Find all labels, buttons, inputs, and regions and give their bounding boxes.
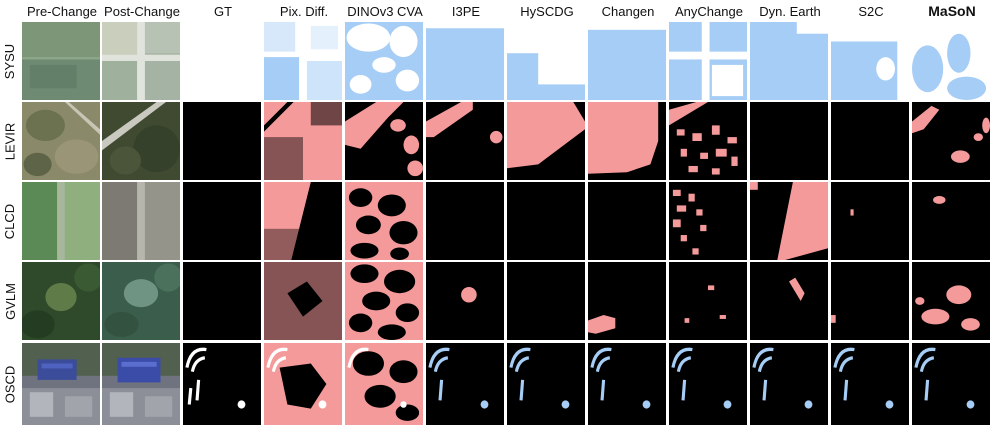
levir-s2c-mask xyxy=(831,102,909,180)
sysu-i3pe-mask xyxy=(426,22,504,100)
header-mason: MaSoN xyxy=(928,3,976,19)
header-dinov3-cva: DINOv3 CVA xyxy=(347,4,423,19)
oscd-anychange-mask xyxy=(669,343,747,425)
header-changen: Changen xyxy=(601,4,655,19)
gvlm-post-change-image xyxy=(102,262,180,340)
clcd-dyn-earth-mask xyxy=(750,182,828,260)
gvlm-changen-mask xyxy=(588,262,666,340)
row-label-clcd: CLCD xyxy=(2,203,18,239)
header-gt: GT xyxy=(213,4,233,19)
oscd-dyn-earth-mask xyxy=(750,343,828,425)
oscd-i3pe-mask xyxy=(426,343,504,425)
gvlm-hyscdg-mask xyxy=(507,262,585,340)
gvlm-i3pe-mask xyxy=(426,262,504,340)
header-anychange: AnyChange xyxy=(675,4,743,19)
header-pix-diff: Pix. Diff. xyxy=(279,4,329,19)
clcd-hyscdg-mask xyxy=(507,182,585,260)
clcd-post-change-image xyxy=(102,182,180,260)
levir-hyscdg-mask xyxy=(507,102,585,180)
oscd-changen-mask xyxy=(588,343,666,425)
gvlm-s2c-mask xyxy=(831,262,909,340)
levir-gt-mask xyxy=(183,102,261,180)
levir-anychange-mask xyxy=(669,102,747,180)
oscd-pre-change-image xyxy=(22,343,100,425)
row-label-sysu: SYSU xyxy=(2,43,18,79)
header-hyscdg: HySCDG xyxy=(520,4,574,19)
clcd-pre-change-image xyxy=(22,182,100,260)
oscd-post-change-image xyxy=(102,343,180,425)
row-label-levir: LEVIR xyxy=(2,122,18,160)
sysu-anychange-mask xyxy=(669,22,747,100)
oscd-s2c-mask xyxy=(831,343,909,425)
oscd-hyscdg-mask xyxy=(507,343,585,425)
clcd-s2c-mask xyxy=(831,182,909,260)
oscd-dinov3-cva-mask xyxy=(345,343,423,425)
clcd-i3pe-mask xyxy=(426,182,504,260)
gvlm-dinov3-cva-mask xyxy=(345,262,423,340)
levir-post-change-image xyxy=(102,102,180,180)
levir-pre-change-image xyxy=(22,102,100,180)
sysu-pre-change-image xyxy=(22,22,100,100)
header-dyn-earth: Dyn. Earth xyxy=(759,4,821,19)
row-label-gvlm: GVLM xyxy=(2,282,18,320)
gvlm-mason-mask xyxy=(912,262,990,340)
gvlm-pre-change-image xyxy=(22,262,100,340)
sysu-pix-diff-mask xyxy=(264,22,342,100)
header-s2c: S2C xyxy=(858,4,884,19)
clcd-changen-mask xyxy=(588,182,666,260)
oscd-gt-mask xyxy=(183,343,261,425)
gvlm-dyn-earth-mask xyxy=(750,262,828,340)
clcd-pix-diff-mask xyxy=(264,182,342,260)
sysu-dyn-earth-mask xyxy=(750,22,828,100)
clcd-dinov3-cva-mask xyxy=(345,182,423,260)
sysu-hyscdg-mask xyxy=(507,22,585,100)
sysu-dinov3-cva-mask xyxy=(345,22,423,100)
levir-mason-mask xyxy=(912,102,990,180)
clcd-gt-mask xyxy=(183,182,261,260)
header-i3pe: I3PE xyxy=(451,4,481,19)
levir-pix-diff-mask xyxy=(264,102,342,180)
oscd-mason-mask xyxy=(912,343,990,425)
clcd-mason-mask xyxy=(912,182,990,260)
sysu-gt-mask xyxy=(183,22,261,100)
levir-dinov3-cva-mask xyxy=(345,102,423,180)
sysu-post-change-image xyxy=(102,22,180,100)
gvlm-gt-mask xyxy=(183,262,261,340)
sysu-mason-mask xyxy=(912,22,990,100)
header-post-change: Post-Change xyxy=(104,4,180,19)
row-label-oscd: OSCD xyxy=(2,365,18,403)
levir-i3pe-mask xyxy=(426,102,504,180)
levir-changen-mask xyxy=(588,102,666,180)
clcd-anychange-mask xyxy=(669,182,747,260)
sysu-changen-mask xyxy=(588,22,666,100)
gvlm-pix-diff-mask xyxy=(264,262,342,340)
header-pre-change: Pre-Change xyxy=(26,4,98,19)
oscd-pix-diff-mask xyxy=(264,343,342,425)
sysu-s2c-mask xyxy=(831,22,909,100)
gvlm-anychange-mask xyxy=(669,262,747,340)
levir-dyn-earth-mask xyxy=(750,102,828,180)
